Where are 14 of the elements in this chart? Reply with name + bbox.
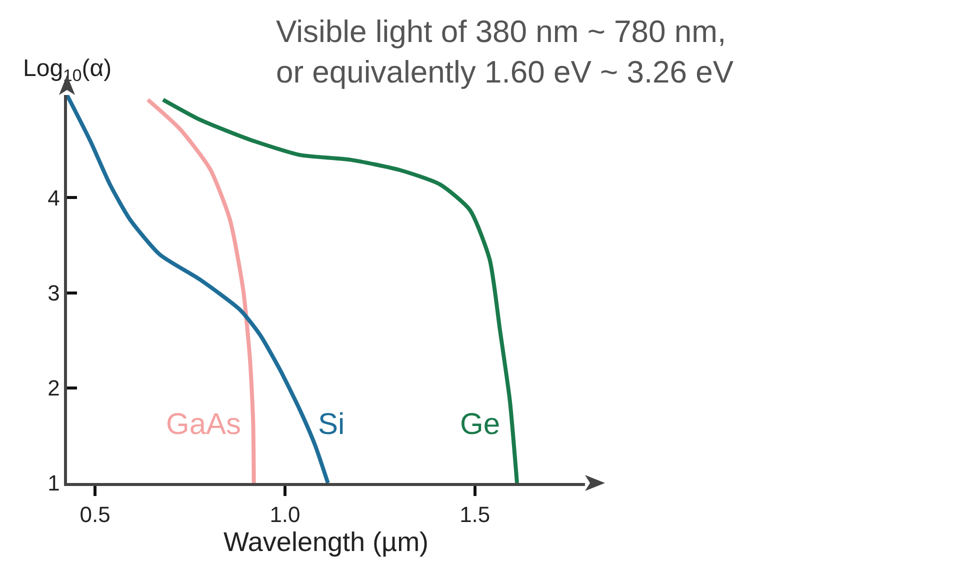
- y-tick-label: 3: [48, 280, 60, 306]
- line-series: [161, 98, 520, 483]
- x-tick-label: 1.5: [460, 502, 490, 528]
- x-tick-label: 0.5: [80, 502, 110, 528]
- x-axis-title: Wavelength (µm): [223, 527, 429, 558]
- text: Visible light of 380 nm ~ 780 nm, or equivalently 1.60 eV ~ 3.26 eV: [276, 14, 734, 90]
- y-tick-label: 1: [48, 470, 60, 496]
- series-label: Ge: [460, 408, 500, 441]
- series-label: GaAs: [166, 408, 242, 441]
- series-label: Si: [318, 408, 345, 441]
- y-tick-label: 2: [48, 376, 60, 401]
- line-series: [146, 98, 256, 483]
- x-tick-label: 1.0: [270, 502, 300, 528]
- y-tick-label: 4: [48, 185, 60, 210]
